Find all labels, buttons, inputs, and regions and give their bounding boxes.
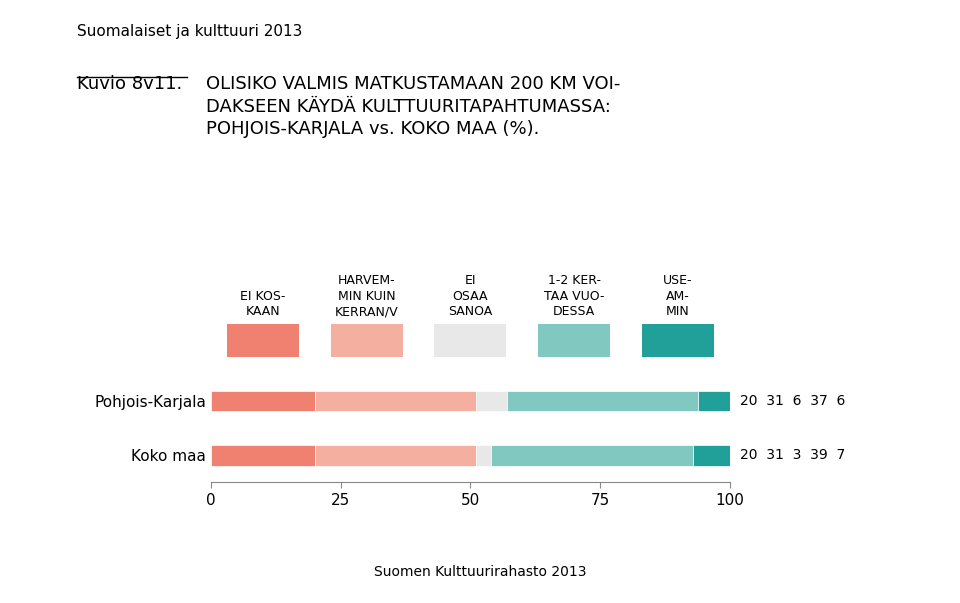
Text: HARVEM-
MIN KUIN
KERRAN/V: HARVEM- MIN KUIN KERRAN/V <box>335 274 398 318</box>
Bar <box>693 445 730 466</box>
Text: EI KOS-
KAAN: EI KOS- KAAN <box>240 289 286 318</box>
Text: Suomalaiset ja kulttuuri 2013: Suomalaiset ja kulttuuri 2013 <box>77 24 302 39</box>
Bar <box>507 391 699 411</box>
Bar <box>699 391 730 411</box>
Bar <box>315 391 475 411</box>
Text: Suomen Kulttuurirahasto 2013: Suomen Kulttuurirahasto 2013 <box>373 565 587 579</box>
Text: 20  31  3  39  7: 20 31 3 39 7 <box>740 448 845 463</box>
Text: 20  31  6  37  6: 20 31 6 37 6 <box>740 394 846 408</box>
Bar <box>211 391 315 411</box>
Bar <box>492 445 693 466</box>
Text: USE-
AM-
MIN: USE- AM- MIN <box>663 274 692 318</box>
Text: Kuvio 8v11.: Kuvio 8v11. <box>77 75 182 93</box>
Bar <box>211 445 315 466</box>
Bar <box>475 445 492 466</box>
Text: OLISIKO VALMIS MATKUSTAMAAN 200 KM VOI-
DAKSEEN KÄYDÄ KULTTUURITAPAHTUMASSA:
POH: OLISIKO VALMIS MATKUSTAMAAN 200 KM VOI- … <box>206 75 621 137</box>
Bar <box>315 445 475 466</box>
Text: 1-2 KER-
TAA VUO-
DESSA: 1-2 KER- TAA VUO- DESSA <box>543 274 605 318</box>
Bar <box>475 391 507 411</box>
Text: EI
OSAA
SANOA: EI OSAA SANOA <box>448 274 492 318</box>
